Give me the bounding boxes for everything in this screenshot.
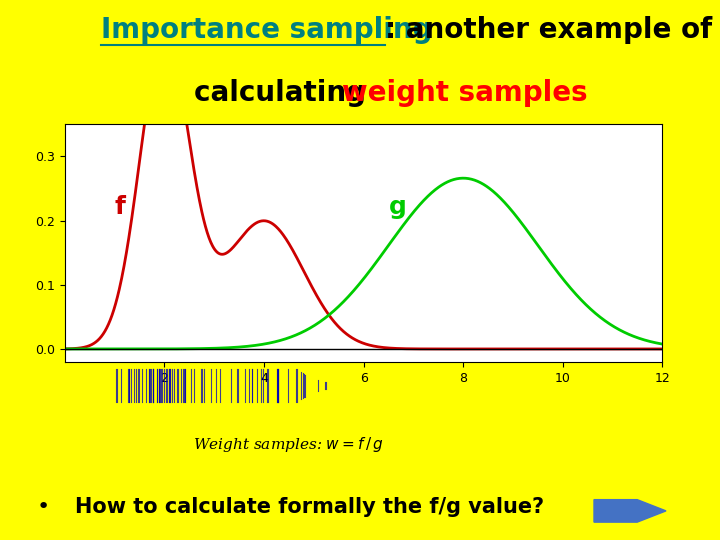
Text: How to calculate formally the f/g value?: How to calculate formally the f/g value?	[75, 497, 544, 517]
Text: calculating: calculating	[194, 79, 376, 107]
Text: Importance sampling: Importance sampling	[101, 16, 432, 44]
Text: •: •	[37, 497, 50, 517]
Text: g: g	[389, 195, 406, 219]
Text: : another example of: : another example of	[385, 16, 713, 44]
Text: weight samples: weight samples	[342, 79, 588, 107]
FancyArrow shape	[594, 500, 666, 522]
Text: f: f	[114, 195, 125, 219]
Text: Weight samples: $w = f\,/\,g$: Weight samples: $w = f\,/\,g$	[193, 435, 383, 454]
